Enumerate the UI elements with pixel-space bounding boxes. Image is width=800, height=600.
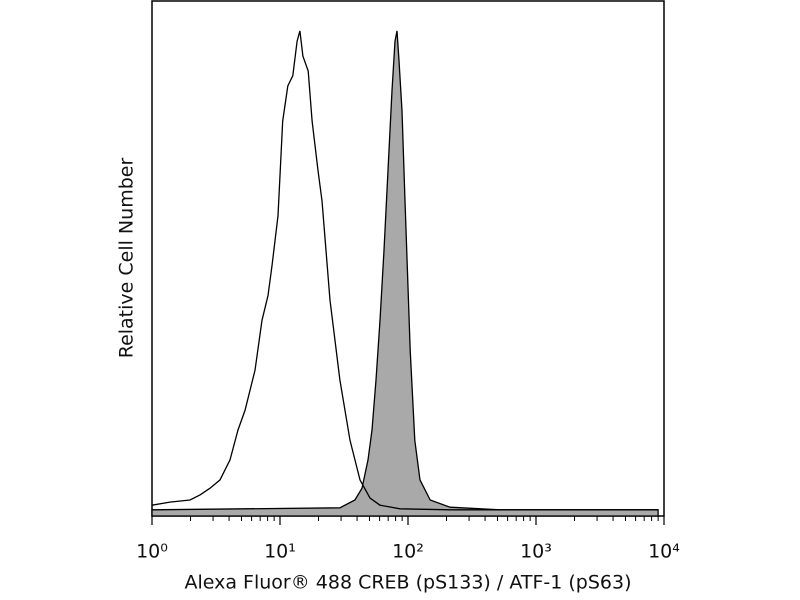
x-tick-label: 10³ — [520, 541, 552, 563]
x-axis-label: Alexa Fluor® 488 CREB (pS133) / ATF-1 (p… — [185, 572, 632, 594]
x-tick-label: 10² — [392, 541, 424, 563]
filled-histogram — [151, 30, 659, 517]
x-tick-label: 10¹ — [264, 541, 296, 563]
y-axis-label: Relative Cell Number — [116, 158, 138, 359]
x-tick-label: 10⁴ — [648, 541, 680, 563]
outline-histogram — [151, 30, 659, 511]
x-tick-label: 10⁰ — [136, 541, 168, 563]
